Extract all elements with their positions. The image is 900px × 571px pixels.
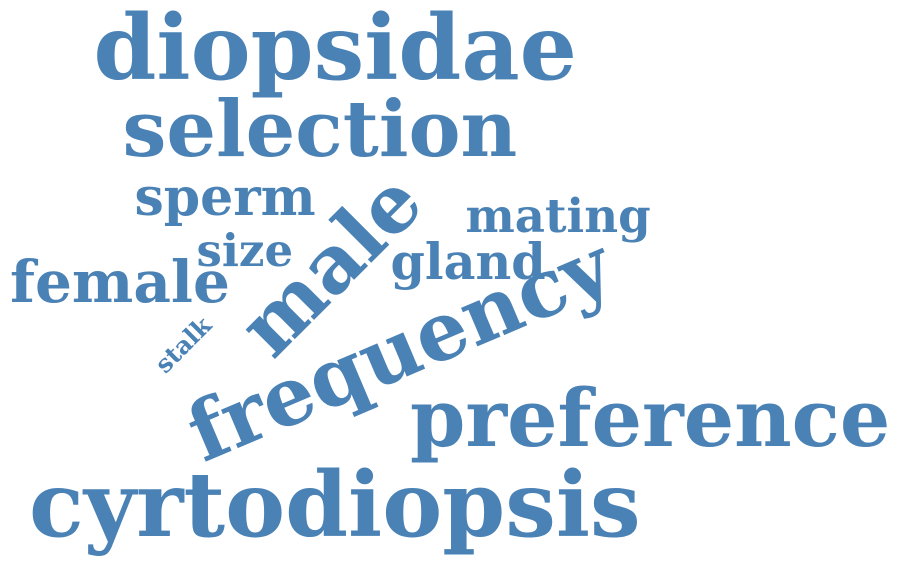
word-mating: mating <box>465 187 651 243</box>
word-cyrtodiopsis: cyrtodiopsis <box>29 452 641 558</box>
word-size: size <box>196 223 294 277</box>
word-stalk: stalk <box>148 310 217 379</box>
word-selection: selection <box>122 84 518 175</box>
word-preference: preference <box>410 371 891 465</box>
word-female: female <box>10 247 230 316</box>
word-diopsidae: diopsidae <box>93 0 577 101</box>
word-gland: gland <box>390 232 546 291</box>
word-sperm: sperm <box>134 167 316 228</box>
